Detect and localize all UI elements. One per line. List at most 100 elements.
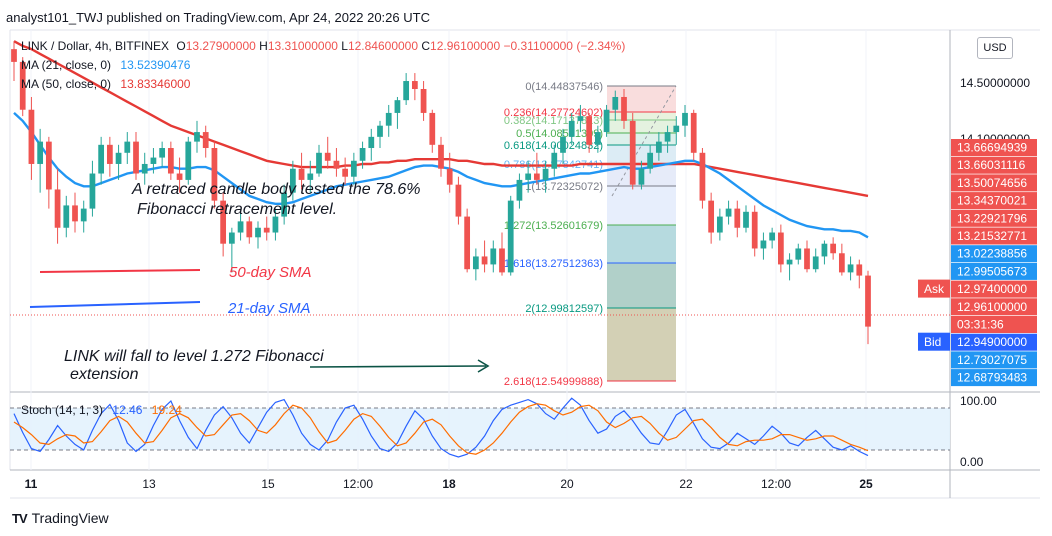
candle-body bbox=[647, 152, 654, 169]
candle-down bbox=[751, 205, 758, 257]
candle-up bbox=[255, 221, 261, 249]
candle-body bbox=[777, 232, 784, 265]
candle-body bbox=[324, 152, 331, 161]
candle-body bbox=[272, 216, 279, 233]
price-scale-label-bg bbox=[951, 316, 1037, 333]
candle-body bbox=[185, 141, 192, 180]
candle-body bbox=[472, 256, 479, 270]
price-scale-label: 12.99505673 bbox=[957, 264, 1027, 278]
price-scale-label-bg bbox=[951, 245, 1037, 263]
candle-up bbox=[769, 227, 776, 249]
quote-tag-bg bbox=[918, 332, 950, 351]
currency-button[interactable]: USD bbox=[977, 37, 1013, 59]
candle-body bbox=[228, 232, 235, 244]
sma50-sample-line bbox=[39, 269, 201, 273]
price-scale-label: 13.50074656 bbox=[957, 176, 1027, 190]
stoch-legend[interactable]: Stoch (14, 1, 3) 12.46 19.24 bbox=[21, 403, 182, 417]
candle-body bbox=[377, 125, 383, 137]
candle-up bbox=[638, 160, 645, 190]
candle-body bbox=[577, 116, 584, 121]
fib-level-label: 1.272(13.52601679) bbox=[504, 220, 603, 232]
price-scale-label: 13.21532771 bbox=[957, 229, 1027, 243]
candle-body bbox=[446, 168, 453, 185]
time-axis-tick: 13 bbox=[142, 477, 156, 491]
candle-body bbox=[289, 168, 296, 193]
tradingview-brand: TradingView bbox=[31, 510, 109, 526]
candle-body bbox=[333, 160, 340, 169]
candle-up bbox=[560, 128, 566, 164]
candle-down bbox=[220, 192, 227, 257]
time-axis-tick: 22 bbox=[679, 477, 693, 491]
footer-brand[interactable]: TV TradingView bbox=[12, 510, 109, 526]
candle-body bbox=[821, 243, 828, 257]
time-axis-tick: 12:00 bbox=[761, 477, 791, 491]
candle-down bbox=[72, 192, 78, 233]
fib-zone bbox=[607, 186, 676, 225]
candle-body bbox=[281, 192, 288, 217]
time-axis-tick: 25 bbox=[859, 477, 873, 491]
annotation-note1-line2: Fibonacci retracement level. bbox=[137, 201, 337, 218]
candle-up bbox=[237, 211, 244, 241]
candle-body bbox=[560, 136, 566, 153]
candle-body bbox=[664, 132, 671, 142]
ma21-value: 13.52390476 bbox=[120, 58, 191, 72]
stoch-tick: 100.00 bbox=[960, 394, 997, 408]
price-scale-label: 03:31:36 bbox=[957, 318, 1004, 332]
candle-down bbox=[446, 152, 453, 193]
candle-down bbox=[133, 132, 139, 180]
candle-body bbox=[847, 264, 854, 273]
candle-up bbox=[350, 152, 357, 185]
candle-body bbox=[89, 173, 96, 209]
candle-up bbox=[568, 112, 575, 145]
candle-body bbox=[350, 160, 357, 177]
time-axis-tick: 11 bbox=[25, 477, 38, 491]
candle-body bbox=[838, 253, 845, 273]
price-scale-label: 12.96100000 bbox=[957, 300, 1027, 314]
candle-down bbox=[734, 200, 741, 238]
price-scale-label-bg bbox=[951, 192, 1037, 210]
symbol-legend: LINK / Dollar, 4h, BITFINEX O13.27900000… bbox=[21, 39, 625, 53]
bid-tag: Bid bbox=[924, 335, 941, 349]
stoch-k-value: 12.46 bbox=[112, 403, 143, 417]
candle-body bbox=[542, 168, 549, 180]
candle-body bbox=[80, 208, 87, 222]
candle-body bbox=[533, 173, 540, 180]
candle-up bbox=[472, 248, 479, 281]
price-scale-label: 13.22921796 bbox=[957, 211, 1027, 225]
ma21-legend[interactable]: MA (21, close, 0) 13.52390476 bbox=[21, 58, 190, 72]
candle-body bbox=[507, 200, 514, 273]
candle-up bbox=[812, 248, 819, 273]
candle-down bbox=[106, 136, 113, 177]
candle-body bbox=[716, 216, 723, 233]
candle-body bbox=[594, 132, 601, 145]
candle-up bbox=[760, 232, 767, 260]
tradingview-logo-icon: TV bbox=[12, 510, 28, 526]
candle-body bbox=[106, 144, 113, 164]
fib-level-label: 1.618(13.27512363) bbox=[504, 258, 603, 270]
candle-up bbox=[725, 200, 732, 225]
ma50-legend[interactable]: MA (50, close, 0) 13.83346000 bbox=[21, 77, 190, 91]
candle-body bbox=[769, 232, 776, 241]
price-scale-label: 12.68793483 bbox=[957, 371, 1027, 385]
stoch-d-line bbox=[13, 403, 869, 455]
candle-down bbox=[333, 148, 340, 177]
candle-body bbox=[63, 205, 70, 228]
sma21-sample-line bbox=[29, 301, 201, 308]
candle-body bbox=[638, 168, 645, 185]
price-scale-label-bg bbox=[951, 209, 1037, 227]
candle-body bbox=[429, 112, 436, 145]
candle-down bbox=[324, 136, 331, 169]
stoch-tick: 0.00 bbox=[960, 455, 984, 469]
fib-level-label: 0.236(14.27724602) bbox=[504, 107, 603, 119]
fib-level-label: 2.618(12.54999888) bbox=[504, 376, 603, 388]
candle-up bbox=[194, 120, 200, 153]
candle-down bbox=[202, 125, 209, 158]
candle-up bbox=[507, 195, 514, 276]
candle-body bbox=[516, 179, 523, 201]
symbol-name[interactable]: LINK / Dollar, 4h, BITFINEX bbox=[21, 39, 170, 53]
candle-up bbox=[141, 152, 148, 185]
time-axis-tick: 15 bbox=[261, 477, 275, 491]
candle-body bbox=[237, 221, 244, 233]
candle-down bbox=[533, 152, 540, 185]
